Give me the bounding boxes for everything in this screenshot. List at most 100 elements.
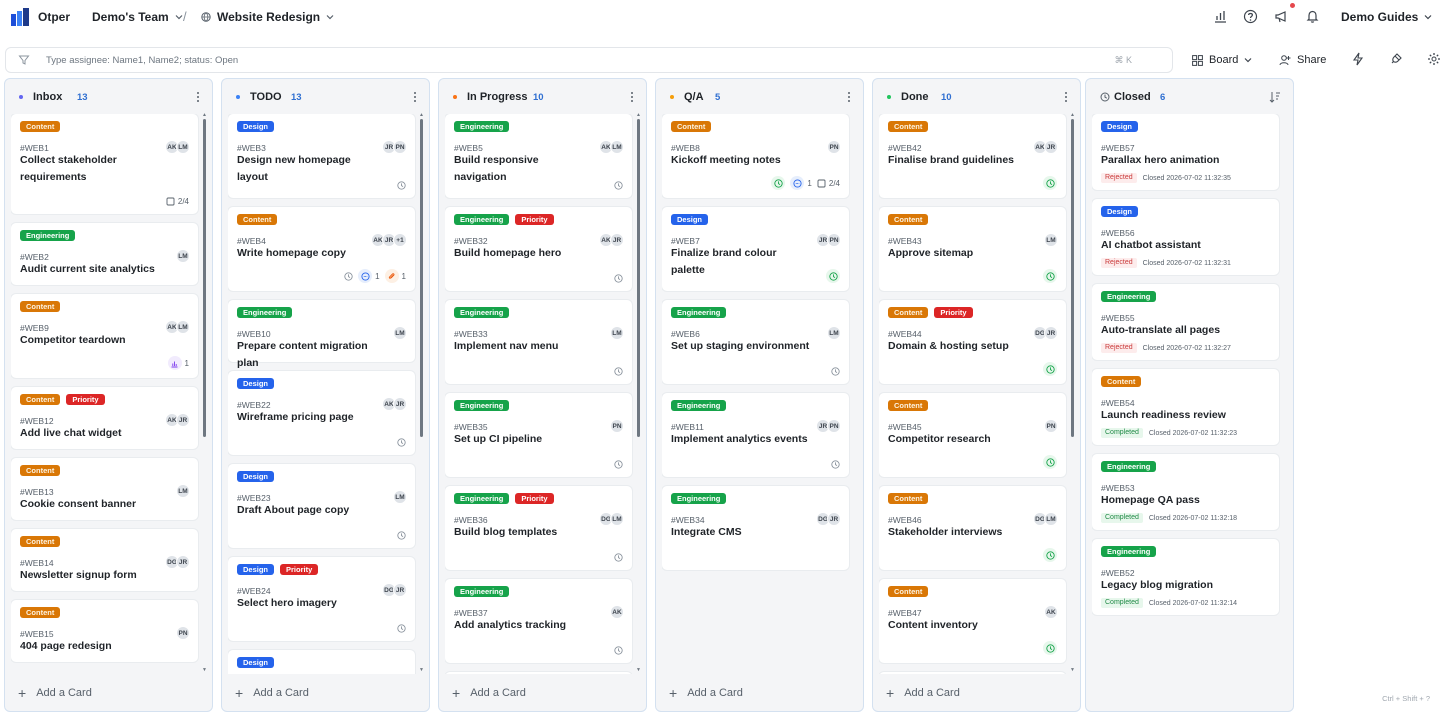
avatar[interactable]: LM (176, 140, 190, 154)
avatar[interactable]: LM (610, 326, 624, 340)
more-vertical-icon[interactable] (196, 91, 200, 103)
more-vertical-icon[interactable] (413, 91, 417, 103)
task-card[interactable]: Engineering #WEB35 Set up CI pipeline PN (445, 393, 632, 477)
add-card-button[interactable]: + Add a Card (222, 673, 429, 711)
comments-indicator[interactable]: 1 (790, 176, 812, 190)
avatar[interactable]: LM (610, 140, 624, 154)
avatar[interactable]: JR (176, 413, 190, 427)
avatar[interactable]: PN (1044, 419, 1058, 433)
due-date-icon[interactable] (397, 181, 406, 190)
checklist-indicator[interactable]: 2/4 (817, 179, 840, 188)
avatar[interactable]: LM (393, 490, 407, 504)
demo-guides-menu[interactable]: Demo Guides (1341, 10, 1432, 24)
due-date-icon[interactable] (397, 438, 406, 447)
due-date-icon[interactable] (614, 274, 623, 283)
scroll-up-arrow-icon[interactable]: ▲ (419, 112, 424, 118)
scroll-down-arrow-icon[interactable]: ▼ (1070, 667, 1075, 673)
avatar[interactable]: JR (176, 555, 190, 569)
due-date-icon[interactable] (1043, 176, 1057, 190)
team-switcher[interactable]: Demo's Team (92, 10, 183, 24)
avatar[interactable]: JR (393, 397, 407, 411)
filter-input[interactable] (46, 52, 1106, 68)
avatar[interactable]: LM (1044, 233, 1058, 247)
task-card[interactable]: Design #WEB23 Draft About page copy LM (228, 464, 415, 548)
add-card-button[interactable]: + Add a Card (5, 673, 212, 711)
due-date-icon[interactable] (831, 367, 840, 376)
avatar[interactable]: LM (1044, 512, 1058, 526)
due-date-icon[interactable] (614, 460, 623, 469)
task-card[interactable]: Content #WEB54 Launch readiness review Comp… (1092, 369, 1279, 445)
scrollbar-thumb[interactable] (203, 119, 206, 437)
more-vertical-icon[interactable] (847, 91, 851, 103)
task-card[interactable]: Design #WEB57 Parallax hero animation Rejec… (1092, 114, 1279, 190)
task-card[interactable]: Content #WEB15 404 page redesign PN (11, 600, 198, 662)
otper-logo-icon[interactable] (11, 8, 29, 26)
scroll-down-arrow-icon[interactable]: ▼ (636, 667, 641, 673)
avatar[interactable]: AK (599, 140, 613, 154)
brand-name[interactable]: Otper (38, 10, 71, 24)
avatar[interactable]: JR (1044, 326, 1058, 340)
avatar[interactable]: PN (393, 140, 407, 154)
avatar[interactable]: JR (393, 583, 407, 597)
integrations-plug-icon[interactable] (1389, 52, 1403, 66)
sort-icon[interactable] (1269, 91, 1281, 103)
bell-icon[interactable] (1305, 9, 1320, 24)
due-date-icon[interactable] (1043, 641, 1057, 655)
task-card[interactable]: Engineering #WEB2 Audit current site analy… (11, 223, 198, 285)
due-date-icon[interactable] (614, 646, 623, 655)
task-card[interactable]: Content #WEB13 Cookie consent banner LM (11, 458, 198, 520)
task-card[interactable]: Engineering Priority #WEB32 Build homepage … (445, 207, 632, 291)
metrics-indicator[interactable]: 1 (167, 356, 189, 370)
avatar[interactable]: LM (827, 326, 841, 340)
due-date-icon[interactable] (1043, 269, 1057, 283)
announcement-icon[interactable] (1274, 9, 1289, 24)
avatar[interactable]: PN (827, 140, 841, 154)
avatar[interactable]: JR (1044, 140, 1058, 154)
task-card[interactable]: Content #WEB9 Competitor teardown AK LM 1 (11, 294, 198, 378)
due-date-icon[interactable] (397, 531, 406, 540)
avatar[interactable]: AK (610, 605, 624, 619)
add-card-button[interactable]: + Add a Card (656, 673, 863, 711)
task-card[interactable]: Design #WEB7 Finalize brand colour palette… (662, 207, 849, 291)
task-card[interactable]: Content #WEB46 Stakeholder interviews DG LM (879, 486, 1066, 570)
scroll-up-arrow-icon[interactable]: ▲ (1070, 112, 1075, 118)
task-card[interactable]: Design #WEB22 Wireframe pricing page AK JR (228, 371, 415, 455)
scroll-up-arrow-icon[interactable]: ▲ (636, 112, 641, 118)
due-date-icon[interactable] (831, 460, 840, 469)
avatar[interactable]: JR (610, 233, 624, 247)
avatar[interactable]: LM (393, 326, 407, 340)
due-date-icon[interactable] (344, 271, 353, 281)
due-date-icon[interactable] (1043, 455, 1057, 469)
task-card[interactable]: Engineering #WEB55 Auto-translate all page… (1092, 284, 1279, 360)
task-card[interactable]: Engineering #WEB37 Add analytics tracking A… (445, 579, 632, 663)
task-card[interactable]: Content #WEB14 Newsletter signup form DG JR (11, 529, 198, 591)
task-card[interactable]: Engineering #WEB5 Build responsive navigat… (445, 114, 632, 198)
task-card[interactable]: Content #WEB42 Finalise brand guidelines AK… (879, 114, 1066, 198)
scroll-down-arrow-icon[interactable]: ▼ (419, 667, 424, 673)
more-vertical-icon[interactable] (1064, 91, 1068, 103)
avatar[interactable]: PN (827, 233, 841, 247)
due-date-icon[interactable] (1043, 362, 1057, 376)
task-card[interactable]: Content #WEB45 Competitor research PN (879, 393, 1066, 477)
task-card[interactable]: Content #WEB8 Kickoff meeting notes PN 1 2/4 (662, 114, 849, 198)
more-vertical-icon[interactable] (630, 91, 634, 103)
task-card[interactable]: Content #WEB43 Approve sitemap LM (879, 207, 1066, 291)
task-card[interactable]: Engineering #WEB33 Implement nav menu LM (445, 300, 632, 384)
share-button[interactable]: Share (1279, 51, 1326, 69)
due-date-icon[interactable] (614, 553, 623, 562)
due-date-icon[interactable] (826, 269, 840, 283)
scrollbar-thumb[interactable] (637, 119, 640, 437)
task-card[interactable]: Engineering #WEB52 Legacy blog migration Co… (1092, 539, 1279, 615)
avatar[interactable]: LM (176, 320, 190, 334)
avatar[interactable]: LM (610, 512, 624, 526)
task-card[interactable]: Content #WEB1 Collect stakeholder requirem… (11, 114, 198, 214)
settings-gear-icon[interactable] (1427, 52, 1440, 66)
due-date-icon[interactable] (771, 176, 786, 190)
avatar[interactable]: LM (176, 484, 190, 498)
avatar[interactable]: PN (827, 419, 841, 433)
attachments-indicator[interactable]: 1 (384, 269, 406, 283)
task-card[interactable]: Content Priority #WEB12 Add live chat widge… (11, 387, 198, 449)
scroll-down-arrow-icon[interactable]: ▼ (202, 667, 207, 673)
task-card[interactable]: Design #WEB56 AI chatbot assistant Rejected… (1092, 199, 1279, 275)
analytics-icon[interactable] (1213, 9, 1228, 24)
